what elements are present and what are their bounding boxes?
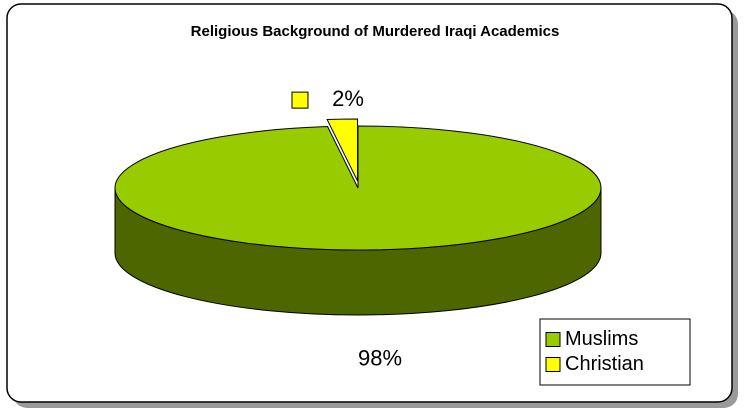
legend-box [539, 318, 691, 386]
data-label: 98% [358, 346, 402, 371]
slice [114, 125, 602, 251]
data-label-key [291, 91, 309, 109]
legend-swatch [545, 357, 561, 372]
chart-title: Religious Background of Murdered Iraqi A… [191, 23, 560, 40]
legend-swatch [545, 332, 561, 347]
legend-label: Muslims [565, 328, 638, 350]
legend-label: Christian [565, 353, 644, 375]
data-label: 2% [332, 86, 364, 111]
slice [326, 118, 359, 182]
